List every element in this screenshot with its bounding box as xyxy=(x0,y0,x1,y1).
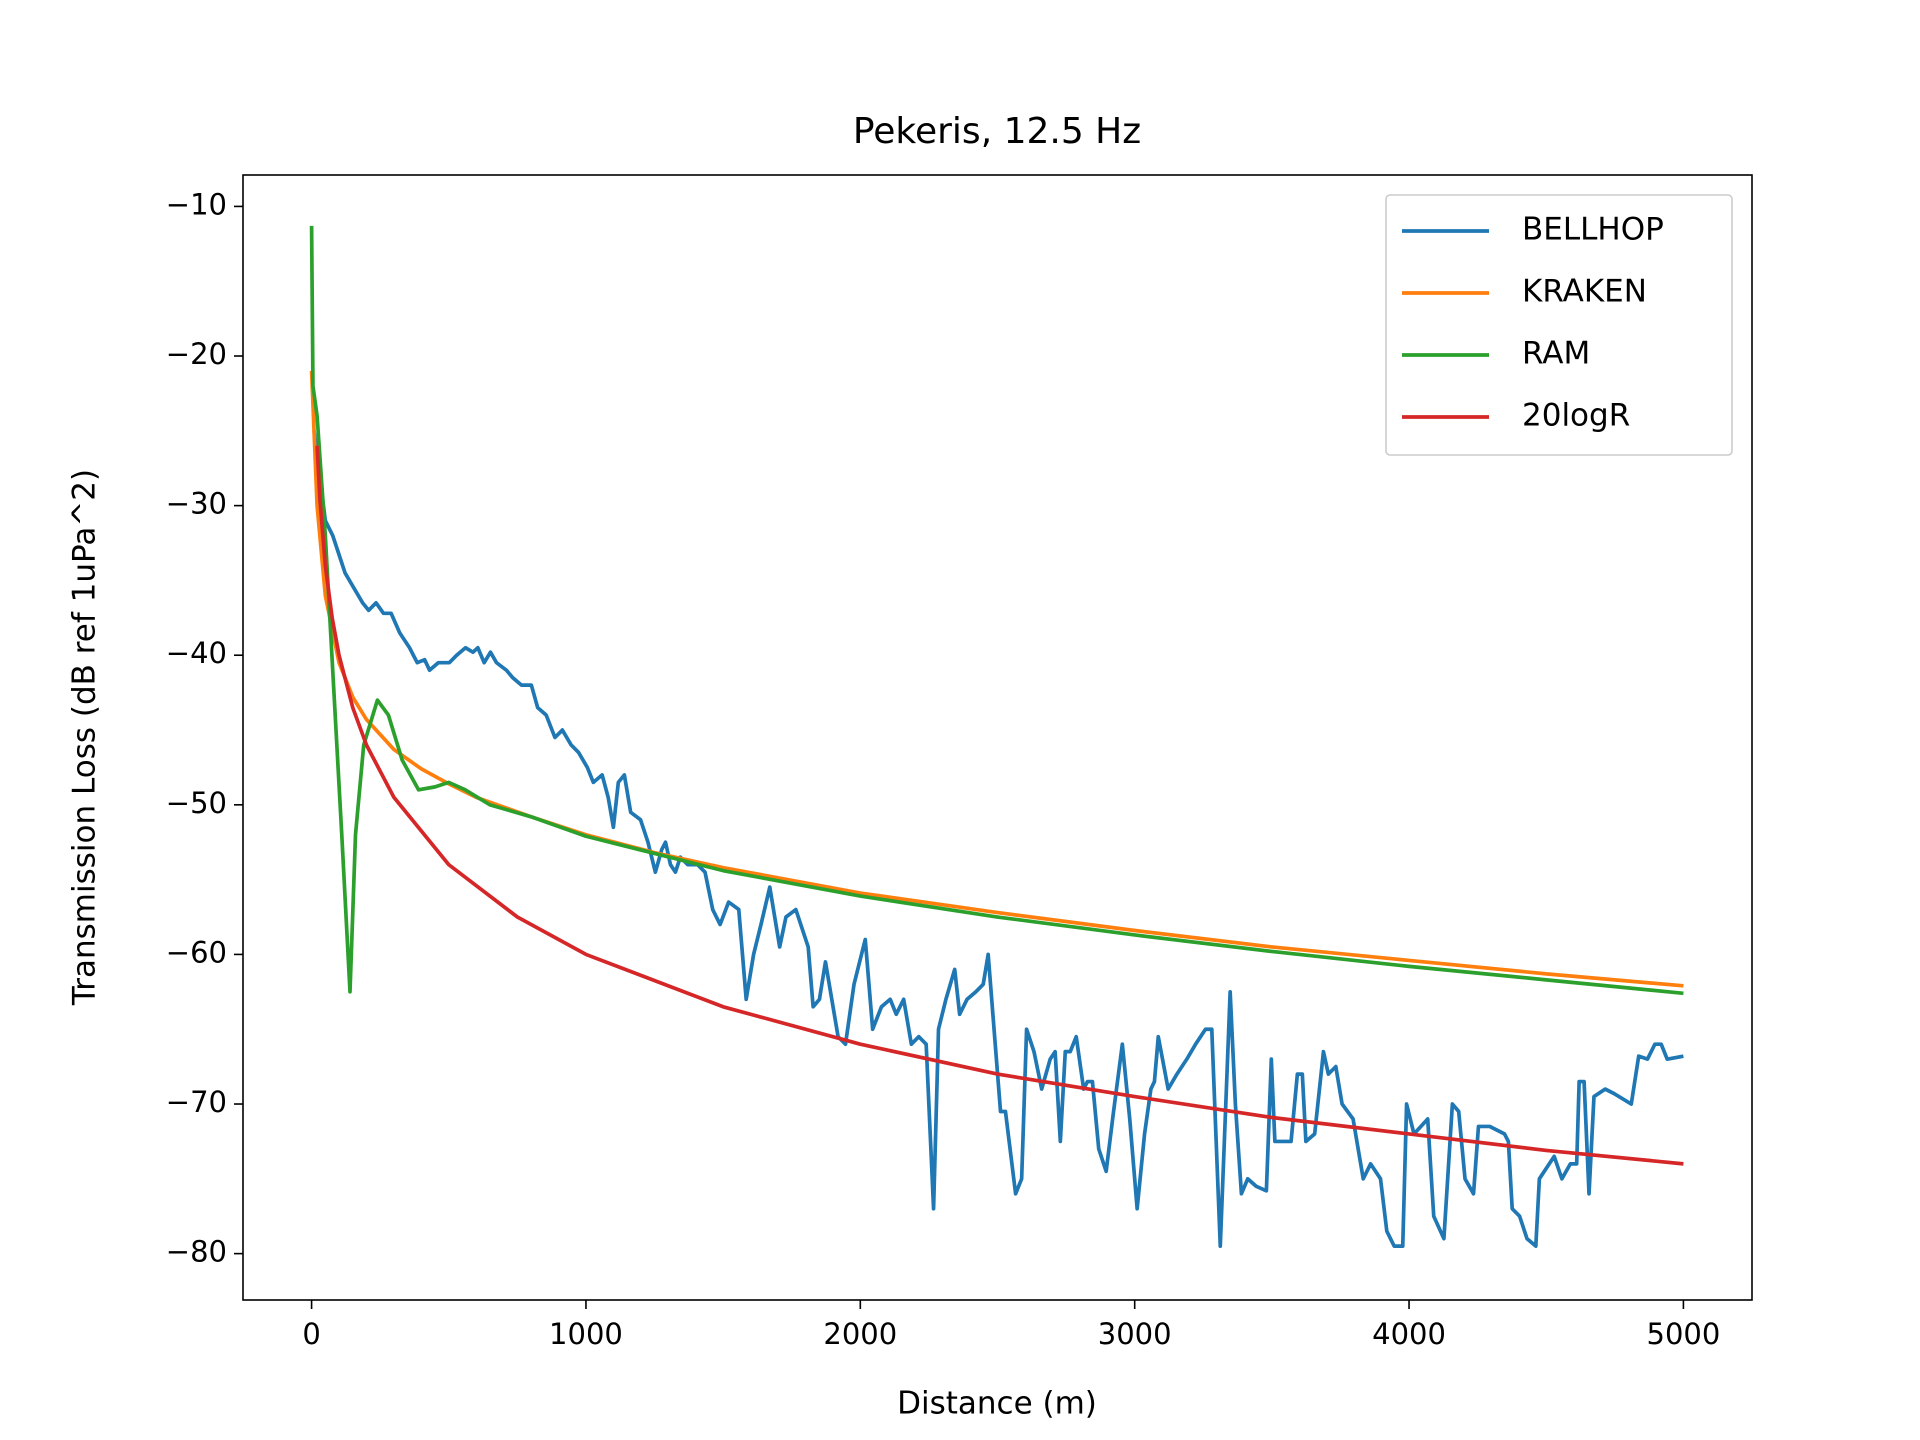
x-tick-label: 4000 xyxy=(1372,1317,1446,1351)
x-axis-label: Distance (m) xyxy=(897,1386,1097,1422)
x-tick-label: 1000 xyxy=(549,1317,623,1351)
x-tick-label: 2000 xyxy=(823,1317,897,1351)
y-tick-label: −10 xyxy=(166,187,227,221)
x-tick-label: 3000 xyxy=(1098,1317,1172,1351)
y-tick-label: −70 xyxy=(166,1085,227,1119)
legend-label: BELLHOP xyxy=(1522,212,1664,248)
series-line xyxy=(312,430,1684,1248)
x-tick-label: 5000 xyxy=(1647,1317,1721,1351)
series-line xyxy=(315,445,1684,1166)
legend-label: RAM xyxy=(1522,336,1590,372)
legend-label: 20logR xyxy=(1522,398,1630,434)
y-tick-label: −80 xyxy=(166,1235,227,1269)
y-axis-label: Transmission Loss (dB ref 1uPa^2) xyxy=(67,469,103,1006)
plot-frame xyxy=(242,174,1753,1301)
y-tick-label: −50 xyxy=(166,786,227,820)
series-line xyxy=(309,225,1684,996)
legend-box xyxy=(1385,194,1733,456)
x-tick-label: 0 xyxy=(302,1317,320,1351)
y-tick-label: −40 xyxy=(166,636,227,670)
y-tick-label: −60 xyxy=(166,935,227,969)
y-tick-label: −30 xyxy=(166,487,227,521)
y-tick-label: −20 xyxy=(166,337,227,371)
legend-label: KRAKEN xyxy=(1522,274,1647,310)
chart-title: Pekeris, 12.5 Hz xyxy=(853,111,1141,152)
